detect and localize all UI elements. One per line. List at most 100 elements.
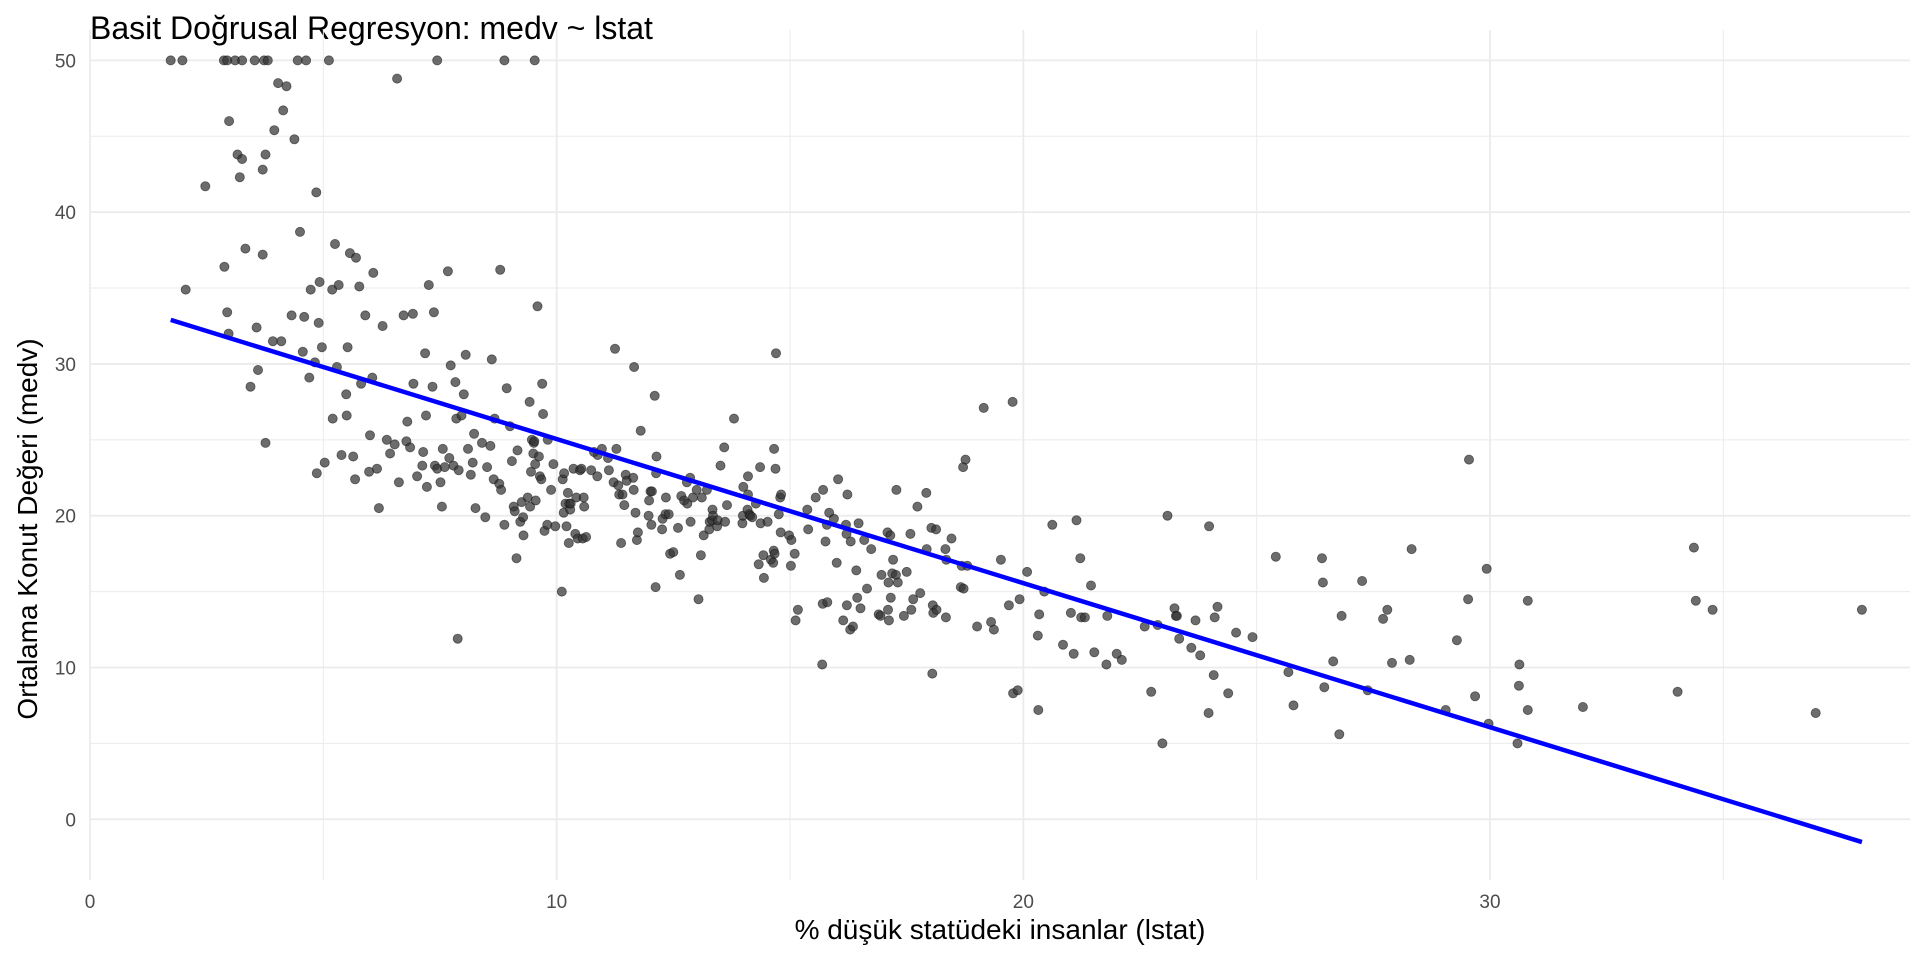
data-point bbox=[743, 471, 754, 482]
data-point bbox=[758, 572, 769, 583]
data-point bbox=[1334, 729, 1345, 740]
data-point bbox=[408, 378, 419, 389]
data-point bbox=[1707, 604, 1718, 615]
data-point bbox=[988, 624, 999, 635]
data-point bbox=[436, 501, 447, 512]
data-point bbox=[915, 588, 926, 599]
data-point bbox=[485, 440, 496, 451]
data-point bbox=[651, 451, 662, 462]
data-point bbox=[526, 466, 537, 477]
data-point bbox=[1003, 600, 1014, 611]
data-point bbox=[437, 443, 448, 454]
data-point bbox=[1079, 612, 1090, 623]
data-point bbox=[1012, 685, 1023, 696]
data-point bbox=[311, 187, 322, 198]
data-point bbox=[769, 548, 780, 559]
data-point bbox=[901, 566, 912, 577]
data-point bbox=[1204, 521, 1215, 532]
data-point bbox=[377, 320, 388, 331]
data-point bbox=[885, 592, 896, 603]
data-point bbox=[506, 456, 517, 467]
data-point bbox=[336, 449, 347, 460]
data-point bbox=[276, 336, 287, 347]
regression-line-group bbox=[170, 317, 1863, 845]
data-point bbox=[841, 600, 852, 611]
data-point bbox=[499, 55, 510, 66]
data-point bbox=[802, 504, 813, 515]
data-point bbox=[1451, 635, 1462, 646]
data-point bbox=[931, 524, 942, 535]
data-point bbox=[262, 55, 273, 66]
data-point bbox=[769, 443, 780, 454]
data-point bbox=[646, 519, 657, 530]
data-point bbox=[1856, 604, 1867, 615]
data-point bbox=[341, 389, 352, 400]
data-point bbox=[368, 267, 379, 278]
data-point bbox=[342, 342, 353, 353]
data-point bbox=[1065, 607, 1076, 618]
data-point bbox=[883, 577, 894, 588]
data-point bbox=[319, 457, 330, 468]
data-point bbox=[758, 550, 769, 561]
data-point bbox=[530, 495, 541, 506]
data-point bbox=[260, 149, 271, 160]
data-point bbox=[252, 364, 263, 375]
data-point bbox=[418, 446, 429, 457]
data-point bbox=[940, 612, 951, 623]
data-point bbox=[722, 500, 733, 511]
data-point bbox=[888, 554, 899, 565]
data-point bbox=[495, 264, 506, 275]
data-point bbox=[1209, 612, 1220, 623]
data-point bbox=[1688, 542, 1699, 553]
data-point bbox=[428, 307, 439, 318]
data-point bbox=[1212, 601, 1223, 612]
data-point bbox=[1086, 580, 1097, 591]
data-point bbox=[476, 437, 487, 448]
data-point bbox=[610, 343, 621, 354]
data-point bbox=[311, 468, 322, 479]
data-point bbox=[267, 336, 278, 347]
data-point bbox=[657, 524, 668, 535]
data-point bbox=[1672, 686, 1683, 697]
data-point bbox=[333, 279, 344, 290]
data-point bbox=[458, 389, 469, 400]
data-point bbox=[848, 621, 859, 632]
data-point bbox=[1247, 632, 1258, 643]
data-point bbox=[892, 577, 903, 588]
data-point bbox=[649, 390, 660, 401]
data-point bbox=[562, 487, 573, 498]
data-point bbox=[866, 544, 877, 555]
data-point bbox=[1577, 702, 1588, 713]
data-point bbox=[402, 416, 413, 427]
data-point bbox=[1317, 553, 1328, 564]
data-point bbox=[770, 463, 781, 474]
data-point bbox=[550, 521, 561, 532]
data-point bbox=[1464, 454, 1475, 465]
data-point bbox=[423, 279, 434, 290]
data-point bbox=[1034, 609, 1045, 620]
data-point bbox=[1208, 670, 1219, 681]
data-point bbox=[1007, 396, 1018, 407]
data-point bbox=[536, 474, 547, 485]
data-point bbox=[790, 615, 801, 626]
data-point bbox=[738, 481, 749, 492]
data-point bbox=[818, 484, 829, 495]
x-tick-label: 20 bbox=[1013, 892, 1034, 913]
data-point bbox=[720, 516, 731, 527]
y-tick-label: 10 bbox=[55, 659, 76, 680]
data-point bbox=[1101, 659, 1112, 670]
data-point bbox=[234, 172, 245, 183]
data-point bbox=[1283, 667, 1294, 678]
data-point bbox=[327, 413, 338, 424]
data-point bbox=[439, 462, 450, 473]
data-point bbox=[224, 116, 235, 127]
data-point bbox=[643, 510, 654, 521]
data-point bbox=[313, 317, 324, 328]
data-point bbox=[257, 164, 268, 175]
data-point bbox=[1328, 656, 1339, 667]
data-point bbox=[810, 492, 821, 503]
data-point bbox=[617, 489, 628, 500]
y-tick-label: 40 bbox=[55, 203, 76, 224]
data-point bbox=[753, 559, 764, 570]
data-point bbox=[1089, 647, 1100, 658]
